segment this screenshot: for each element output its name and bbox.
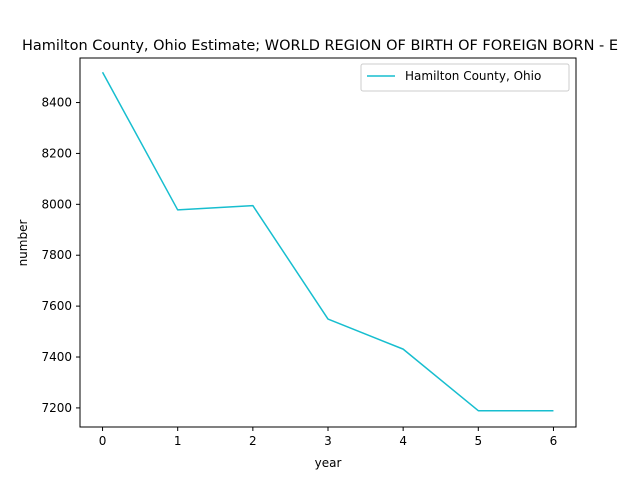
plot-frame — [79, 57, 577, 428]
y-tick-label: 8400 — [41, 96, 72, 110]
x-tick-label: 1 — [174, 434, 182, 448]
legend: Hamilton County, Ohio — [360, 63, 570, 92]
y-axis: 7200 7400 7600 7800 8000 8200 8400 — [41, 96, 80, 415]
y-tick-label: 7600 — [41, 299, 72, 313]
x-tick-label: 4 — [399, 434, 407, 448]
series-line — [101, 71, 554, 412]
plot-area — [79, 57, 577, 428]
y-tick-label: 8000 — [41, 197, 72, 211]
x-tick-label: 2 — [249, 434, 257, 448]
x-tick-label: 5 — [474, 434, 482, 448]
y-axis-label: number — [16, 220, 30, 267]
series-layer — [101, 71, 554, 412]
legend-box — [360, 63, 570, 92]
x-tick-label: 0 — [99, 434, 107, 448]
y-tick-label: 7800 — [41, 248, 72, 262]
x-axis-label: year — [315, 456, 342, 470]
y-tick-label: 8200 — [41, 146, 72, 160]
x-tick-label: 6 — [550, 434, 558, 448]
x-axis: 0 1 2 3 4 5 6 — [99, 427, 558, 448]
chart-title: Hamilton County, Ohio Estimate; WORLD RE… — [22, 38, 618, 54]
x-tick-label: 3 — [324, 434, 332, 448]
y-tick-label: 7400 — [41, 350, 72, 364]
legend-label: Hamilton County, Ohio — [405, 69, 541, 83]
y-tick-label: 7200 — [41, 401, 72, 415]
